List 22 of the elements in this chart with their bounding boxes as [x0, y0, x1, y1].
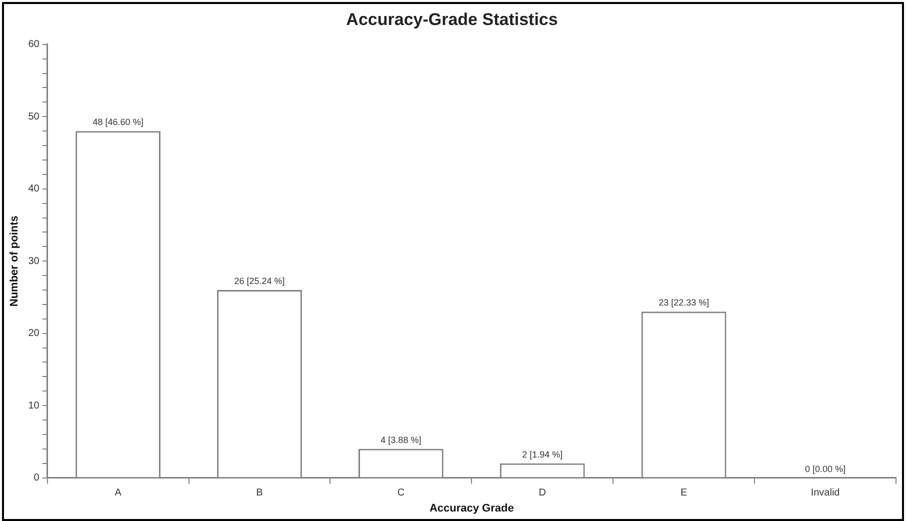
chart-title: Accuracy-Grade Statistics — [346, 10, 558, 29]
data-label: 4 [3.88 %] — [380, 434, 422, 445]
x-tick-label: A — [114, 488, 122, 499]
x-tick-label: D — [538, 488, 546, 499]
y-tick-label: 50 — [28, 111, 40, 122]
x-tick-label: C — [397, 488, 405, 499]
y-tick-label: 40 — [28, 184, 40, 195]
y-tick-label: 30 — [28, 256, 40, 267]
y-axis-title: Number of points — [8, 216, 21, 307]
x-axis-title: Accuracy Grade — [429, 502, 514, 514]
data-label: 2 [1.94 %] — [522, 449, 563, 460]
data-label: 26 [25.24 %] — [234, 276, 285, 286]
data-label: 48 [46.60 %] — [92, 117, 144, 128]
data-label: 0 [0.00 %] — [805, 464, 846, 474]
y-tick-label: 0 — [34, 472, 40, 484]
data-label: 23 [22.33 %] — [658, 298, 710, 308]
y-tick-label: 20 — [28, 328, 40, 340]
y-tick-label: 10 — [28, 400, 40, 412]
y-tick-label: 60 — [28, 39, 40, 50]
x-tick-label: B — [256, 488, 264, 499]
x-tick-label: Invalid — [810, 488, 840, 499]
x-tick-label: E — [680, 488, 688, 499]
